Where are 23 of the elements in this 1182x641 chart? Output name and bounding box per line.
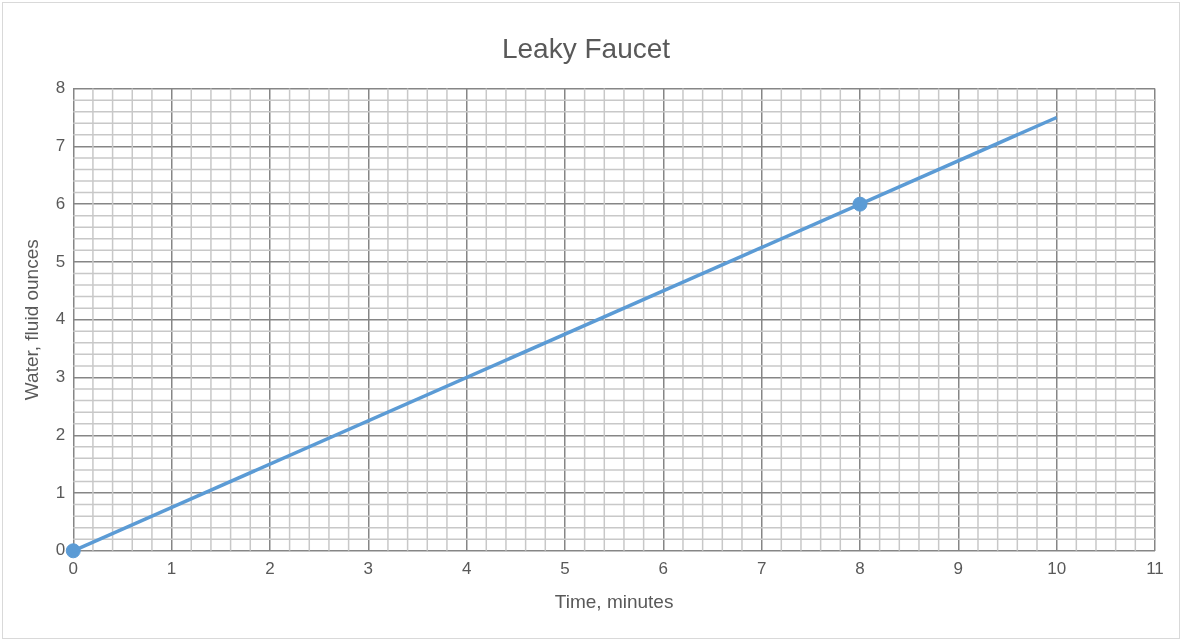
x-tick-label: 4 [461,558,472,578]
x-tick-label: 5 [560,558,570,578]
y-tick-label: 3 [55,367,66,387]
y-tick-label: 7 [55,136,66,156]
x-tick-label: 9 [953,558,964,578]
y-tick-label: 0 [55,540,66,560]
y-tick-label: 5 [55,251,66,271]
chart-title: Leaky Faucet [501,32,671,64]
y-tick-label: 6 [55,193,66,213]
y-tick-label: 1 [55,482,66,502]
x-tick-label: 3 [363,558,374,578]
x-tick-label: 8 [855,558,865,578]
y-axis-title: Water, fluid ounces [20,239,42,401]
x-tick-label: 10 [1047,558,1067,578]
y-tick-label: 2 [55,424,66,444]
y-tick-label: 4 [55,309,66,329]
y-tick-label: 8 [55,78,66,98]
x-tick-label: 6 [658,558,669,578]
x-axis-title: Time, minutes [554,590,674,612]
x-tick-label: 11 [1146,558,1164,578]
x-tick-label: 1 [166,558,177,578]
x-tick-label: 2 [265,558,275,578]
x-tick-label: 7 [756,558,767,578]
